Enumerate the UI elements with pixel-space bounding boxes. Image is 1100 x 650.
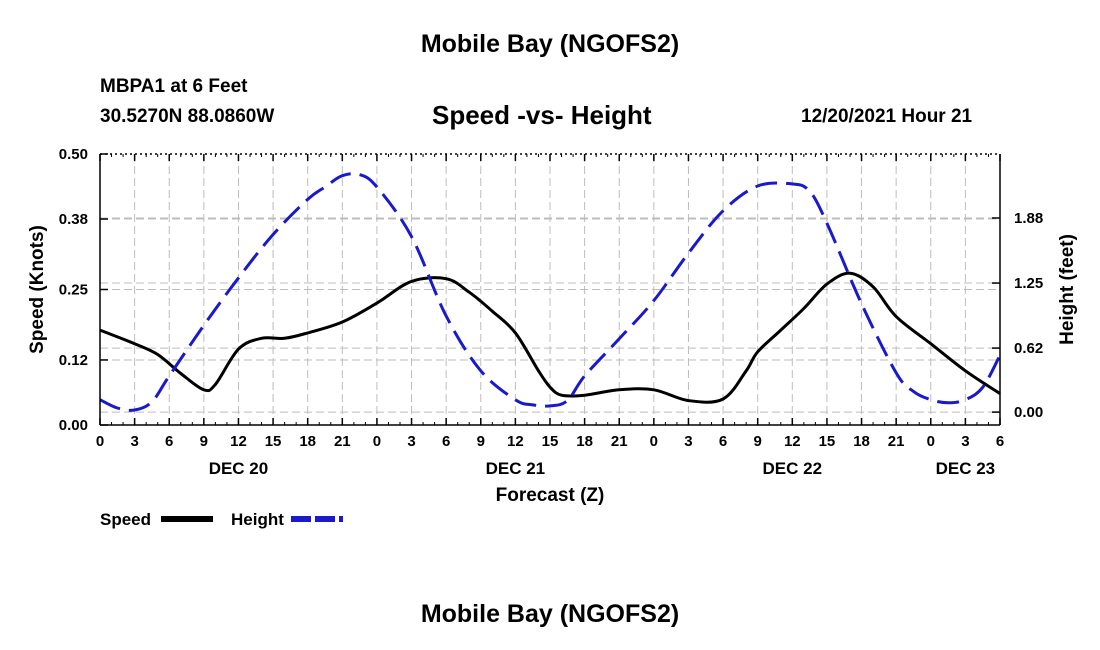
x-tick-label: 0	[96, 433, 104, 450]
y-tick-label: 0.50	[59, 146, 88, 163]
axis-ticks	[99, 153, 1001, 426]
x-axis-title: Forecast (Z)	[496, 485, 605, 506]
date-label: DEC 22	[763, 459, 823, 478]
y2-tick-label: 0.62	[1014, 340, 1043, 357]
x-tick-label: 6	[165, 433, 173, 450]
x-tick-label: 15	[265, 433, 282, 450]
station-coordinates: 30.5270N 88.0860W	[100, 106, 275, 127]
x-tick-label: 15	[819, 433, 836, 450]
y2-tick-label: 0.00	[1014, 404, 1043, 421]
y2-axis-title: Height (feet)	[1057, 234, 1078, 345]
x-tick-label: 3	[961, 433, 969, 450]
x-tick-label: 21	[611, 433, 628, 450]
x-tick-label: 9	[477, 433, 485, 450]
legend-label-height: Height	[231, 510, 284, 529]
grid-lines	[100, 154, 1000, 425]
date-label: DEC 23	[936, 459, 996, 478]
axis-labels: 0 3 6 9 12 15 18 21 0 3 6 9 12 15 18 21 0 3 6 9 12 15 18 21 0 3 6D…	[27, 146, 1078, 506]
x-tick-label: 18	[576, 433, 593, 450]
x-tick-label: 0	[650, 433, 658, 450]
y-axis-title: Speed (Knots)	[27, 225, 48, 354]
x-tick-label: 12	[507, 433, 524, 450]
x-tick-label: 3	[684, 433, 692, 450]
height-series-line	[99, 172, 1002, 412]
y-tick-label: 0.00	[59, 417, 88, 434]
x-tick-label: 15	[542, 433, 559, 450]
y2-tick-label: 1.88	[1014, 210, 1043, 227]
chart-legend: Speed Height	[100, 510, 343, 529]
x-tick-label: 18	[299, 433, 316, 450]
forecast-time: 12/20/2021 Hour 21	[801, 106, 973, 127]
series-lines	[99, 172, 1002, 412]
x-tick-label: 3	[130, 433, 138, 450]
date-label: DEC 21	[486, 459, 546, 478]
x-tick-label: 12	[230, 433, 247, 450]
x-tick-label: 0	[927, 433, 935, 450]
x-tick-label: 6	[442, 433, 450, 450]
chart-subtitle: Speed -vs- Height	[432, 100, 652, 130]
page-title: Mobile Bay (NGOFS2)	[420, 30, 680, 58]
x-tick-label: 21	[334, 433, 351, 450]
speed-series-line	[99, 271, 1001, 404]
legend-label-speed: Speed	[100, 510, 151, 529]
x-tick-label: 9	[754, 433, 762, 450]
x-tick-label: 12	[784, 433, 801, 450]
x-tick-label: 18	[853, 433, 870, 450]
x-tick-label: 21	[888, 433, 905, 450]
x-tick-label: 3	[407, 433, 415, 450]
y2-tick-label: 1.25	[1014, 275, 1043, 292]
footer-title: Mobile Bay (NGOFS2)	[420, 600, 680, 628]
x-tick-label: 0	[373, 433, 381, 450]
y-tick-label: 0.25	[59, 282, 88, 299]
x-tick-label: 9	[200, 433, 208, 450]
x-tick-label: 6	[996, 433, 1004, 450]
y-tick-label: 0.38	[59, 211, 88, 228]
date-label: DEC 20	[209, 459, 269, 478]
station-name: MBPA1 at 6 Feet	[100, 76, 248, 97]
x-tick-label: 6	[719, 433, 727, 450]
y-tick-label: 0.12	[59, 352, 88, 369]
